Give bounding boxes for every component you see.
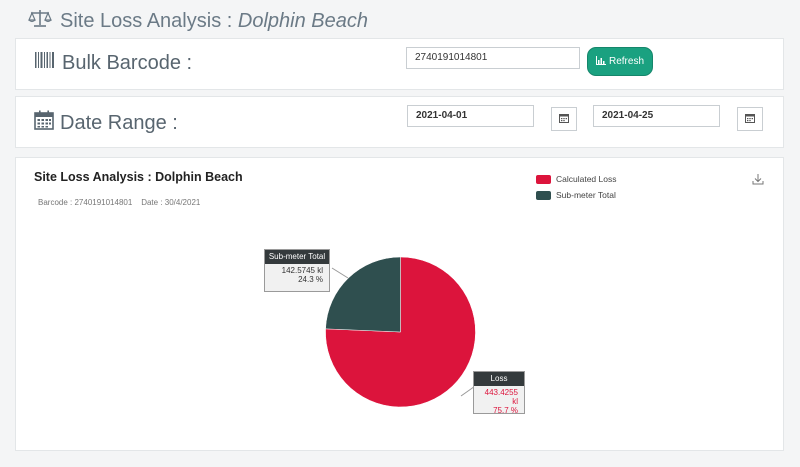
page-title-site: Dolphin Beach (237, 9, 368, 32)
barcode-label: Bulk Barcode : (34, 51, 192, 75)
refresh-button[interactable]: Refresh (587, 47, 653, 76)
date-from-input[interactable]: 2021-04-01 (407, 105, 534, 127)
date-from-picker-button[interactable] (551, 107, 577, 131)
chart-legend: Calculated Loss Sub-meter Total (536, 171, 616, 203)
refresh-label: Refresh (608, 56, 644, 67)
chart-panel: Site Loss Analysis : Dolphin Beach Barco… (15, 157, 784, 451)
page-title-text: Site Loss Analysis : Dolphin Beach (60, 10, 368, 33)
callout-loss-pct: 75.7 % (493, 406, 518, 415)
barcode-input[interactable]: 2740191014801 (406, 47, 580, 69)
callout-connector-submeter (331, 267, 349, 279)
pie-chart (325, 256, 479, 408)
legend-label-submeter: Sub-meter Total (556, 190, 616, 200)
callout-loss-header: Loss (474, 372, 524, 386)
date-range-label-text: Date Range : (60, 111, 178, 134)
chart-title: Site Loss Analysis : Dolphin Beach (34, 170, 243, 184)
legend-swatch-loss (536, 174, 551, 184)
pie-slice-submeter[interactable] (325, 256, 401, 333)
legend-label-loss: Calculated Loss (556, 174, 617, 184)
callout-submeter-pct: 24.3 % (298, 275, 323, 284)
page-title-prefix: Site Loss Analysis : (60, 9, 238, 32)
legend-swatch-submeter (536, 190, 551, 200)
date-range-label: Date Range : (34, 110, 178, 136)
bar-chart-icon (595, 55, 606, 68)
callout-submeter-header: Sub-meter Total (265, 250, 329, 264)
scale-icon (28, 8, 52, 34)
date-range-panel: Date Range : 2021-04-01 2021-04-25 (15, 96, 784, 148)
calendar-icon (34, 110, 54, 136)
legend-item-loss[interactable]: Calculated Loss (536, 171, 616, 187)
chart-subtitle: Barcode : 2740191014801 Date : 30/4/2021 (38, 198, 201, 207)
legend-item-submeter[interactable]: Sub-meter Total (536, 187, 616, 203)
date-to-picker-button[interactable] (737, 107, 763, 131)
date-to-input[interactable]: 2021-04-25 (593, 105, 720, 127)
callout-submeter-value: 142.5745 kl (281, 266, 323, 275)
download-icon[interactable] (752, 172, 764, 190)
calendar-icon (745, 110, 755, 128)
barcode-label-text: Bulk Barcode : (62, 51, 193, 74)
callout-submeter: Sub-meter Total 142.5745 kl 24.3 % (264, 249, 330, 292)
callout-loss-value: 443.4255 kl (484, 388, 518, 406)
barcode-icon (34, 51, 56, 75)
page-title: Site Loss Analysis : Dolphin Beach (28, 8, 368, 34)
callout-loss: Loss 443.4255 kl 75.7 % (473, 371, 525, 415)
barcode-panel: Bulk Barcode : 2740191014801 Refresh (15, 38, 784, 90)
calendar-icon (559, 110, 569, 128)
